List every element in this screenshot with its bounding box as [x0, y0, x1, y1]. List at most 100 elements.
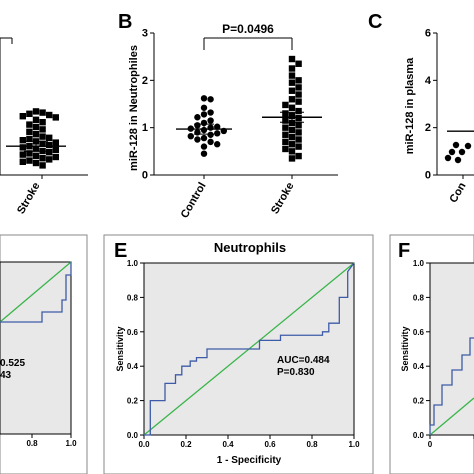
panel-e-title: Neutrophils [214, 240, 286, 255]
data-point [288, 104, 296, 111]
panel-b-yticks: 3 2 1 0 [142, 28, 154, 182]
data-point [282, 124, 289, 131]
ytick-label: 1 [142, 122, 148, 134]
ytick-label: 0.0 [413, 431, 425, 440]
ytick-label: 2 [425, 122, 431, 134]
data-point [46, 149, 53, 156]
data-point [282, 131, 289, 138]
panel-e-ticks: 0.0 0.2 0.4 0.6 0.8 1.0 0.0 0.2 0.4 0.6 0.8 1.0 [127, 259, 360, 449]
ytick-label: 0.8 [413, 293, 425, 302]
ytick-label: 1.0 [413, 259, 425, 268]
data-point [295, 60, 302, 67]
panel-a-category-label: Stroke [15, 181, 43, 217]
data-point [19, 144, 26, 151]
data-point [295, 115, 302, 122]
data-point [200, 134, 208, 142]
ytick-label: 0.4 [127, 362, 139, 371]
ytick-label: 0 [425, 170, 431, 182]
data-point [282, 101, 289, 109]
data-point [288, 87, 296, 94]
panel-d-xtick-08: 0.8 [26, 439, 38, 448]
panel-a-points [19, 108, 59, 169]
data-point [295, 98, 302, 105]
data-point [19, 137, 26, 144]
data-point [194, 136, 201, 143]
data-point [288, 126, 296, 134]
data-point [26, 150, 33, 157]
xtick-label: 0.0 [138, 440, 150, 449]
data-point [288, 141, 296, 148]
data-point [32, 159, 40, 167]
panel-e-ylabel: Sensitivity [115, 326, 125, 371]
ytick-label: 3 [142, 28, 148, 40]
panel-a: Stroke [0, 37, 88, 217]
panel-e-xlabel: 1 - Specificity [217, 455, 282, 466]
data-point [52, 153, 59, 161]
data-point [207, 138, 214, 146]
data-point [200, 150, 208, 157]
data-point [32, 116, 40, 123]
panel-c-letter: C [368, 11, 382, 33]
data-point [295, 143, 302, 150]
data-point [200, 104, 208, 111]
data-point [194, 114, 201, 121]
data-point [288, 148, 296, 155]
data-point [295, 84, 302, 91]
data-point [214, 123, 221, 130]
panel-f-yticks: 0.0 0.2 0.4 0.6 0.8 1.0 [413, 259, 430, 440]
panel-c-ylabel: miR-128 in plasma [404, 57, 416, 154]
panel-f-ylabel: Sensitivity [400, 326, 410, 371]
data-point [19, 113, 26, 120]
panel-b-letter: B [118, 11, 132, 33]
data-point [295, 77, 302, 84]
data-point [26, 128, 33, 135]
panel-e-letter: E [114, 240, 127, 262]
data-point [194, 122, 201, 129]
panel-d-annotation-auc: 0.525 [0, 358, 25, 369]
panel-b-category-control: Control [179, 181, 209, 221]
ytick-label: 2 [142, 75, 148, 87]
data-point [295, 136, 302, 143]
panel-f: F Sensitivity 0.0 0.2 0.4 0.6 0.8 1.0 0 [389, 234, 474, 474]
xtick-label: 0.4 [222, 440, 234, 449]
ytick-label: 0.4 [413, 362, 425, 371]
data-point [187, 132, 194, 140]
panel-d: ls 0.8 1.0 0.525 43 [0, 234, 88, 474]
panel-b-mean-bars [176, 111, 322, 135]
data-point [46, 141, 53, 149]
data-point [282, 110, 289, 117]
panel-b-significance-bracket [203, 37, 293, 50]
panel-e: E Neutrophils Sensitivity 1 - Specificit… [103, 234, 374, 474]
panel-c-yticks: 6 4 2 0 [425, 28, 437, 182]
xtick-label: 0.6 [264, 440, 276, 449]
data-point [295, 107, 302, 115]
panel-c-points [444, 141, 472, 164]
data-point [32, 123, 40, 131]
panel-a-mean-bars [6, 140, 66, 152]
data-point [26, 110, 33, 117]
data-point [39, 155, 46, 162]
ytick-label: 1.0 [127, 259, 139, 268]
panel-b-points [187, 55, 302, 162]
data-point [26, 157, 33, 164]
data-point [32, 152, 40, 159]
data-point [26, 135, 33, 143]
panel-b-category-stroke: Stroke [269, 181, 297, 217]
data-point [39, 140, 46, 147]
data-point [282, 145, 289, 153]
data-point [288, 55, 296, 63]
data-point [200, 95, 208, 102]
data-point [295, 152, 302, 160]
ytick-label: 0.6 [413, 328, 425, 337]
data-point [52, 146, 59, 153]
data-point [295, 129, 302, 136]
data-point [46, 111, 53, 119]
data-point [288, 155, 296, 162]
ytick-label: 0.8 [127, 293, 139, 302]
ytick-label: 6 [425, 28, 431, 40]
data-point [214, 130, 221, 137]
data-point [39, 119, 46, 126]
ytick-label: 0.6 [127, 328, 139, 337]
data-point [26, 121, 33, 128]
